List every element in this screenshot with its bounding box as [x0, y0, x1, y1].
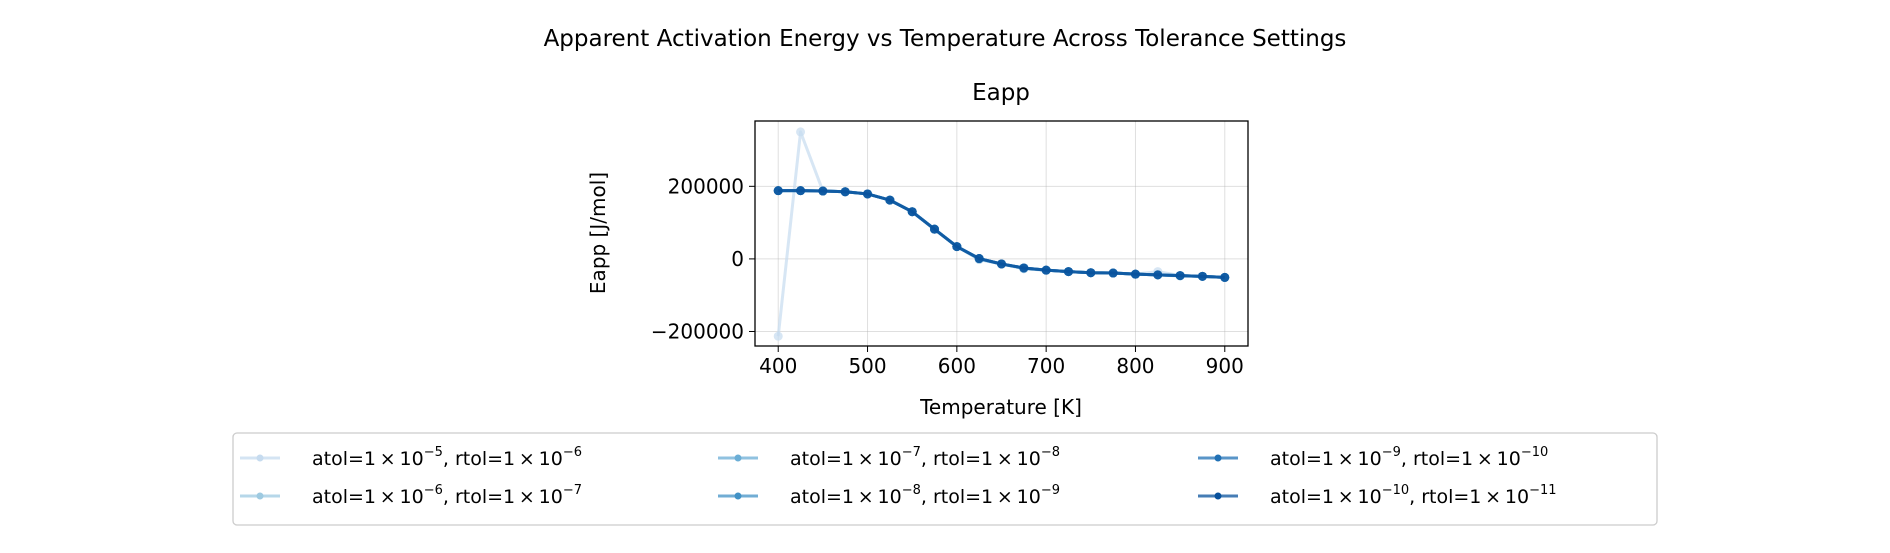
y-axis-label: Eapp [J/mol]: [586, 172, 610, 294]
legend-entry: atol=1 × 10−10, rtol=1 × 10−11: [1198, 483, 1557, 508]
legend-marker: [1214, 492, 1222, 500]
legend-marker: [256, 492, 264, 500]
axes-frame: [754, 120, 1249, 347]
legend-entry: atol=1 × 10−6, rtol=1 × 10−7: [240, 483, 582, 508]
x-tick-label: 800: [1116, 354, 1154, 378]
data-point: [885, 195, 895, 205]
legend-box: [232, 432, 1658, 526]
x-tick-label: 400: [759, 354, 797, 378]
data-point: [1153, 270, 1163, 280]
y-tick-label: −200000: [651, 319, 744, 343]
data-point: [1019, 263, 1029, 273]
data-point: [773, 186, 783, 196]
data-point: [1108, 268, 1118, 278]
legend-entry: atol=1 × 10−9, rtol=1 × 10−10: [1198, 445, 1548, 470]
data-point: [1086, 268, 1096, 278]
legend-marker: [734, 454, 742, 462]
x-tick-label: 700: [1027, 354, 1065, 378]
y-tick-label: 0: [731, 247, 744, 271]
legend-label: atol=1 × 10−5, rtol=1 × 10−6: [312, 445, 582, 470]
x-tick-label: 500: [848, 354, 886, 378]
x-axis-label: Temperature [K]: [919, 395, 1082, 419]
data-point: [1130, 269, 1140, 279]
legend-label: atol=1 × 10−10, rtol=1 × 10−11: [1270, 483, 1557, 508]
data-point: [773, 331, 783, 341]
legend-label: atol=1 × 10−6, rtol=1 × 10−7: [312, 483, 582, 508]
data-point: [1197, 271, 1207, 281]
legend-entry: atol=1 × 10−7, rtol=1 × 10−8: [718, 445, 1060, 470]
data-point: [1175, 271, 1185, 281]
x-tick-label: 900: [1206, 354, 1244, 378]
x-tick-label: 600: [938, 354, 976, 378]
data-point: [796, 186, 806, 196]
data-point: [952, 242, 962, 252]
legend-label: atol=1 × 10−8, rtol=1 × 10−9: [790, 483, 1060, 508]
legend-marker: [1214, 454, 1222, 462]
data-point: [907, 207, 917, 217]
legend-entry: atol=1 × 10−5, rtol=1 × 10−6: [240, 445, 582, 470]
data-point: [974, 254, 984, 264]
axes-title: Eapp: [972, 80, 1030, 106]
legend-marker: [256, 454, 264, 462]
legend-entry: atol=1 × 10−8, rtol=1 × 10−9: [718, 483, 1060, 508]
data-point: [840, 187, 850, 197]
y-tick-label: 200000: [668, 174, 744, 198]
legend-label: atol=1 × 10−7, rtol=1 × 10−8: [790, 445, 1060, 470]
data-point: [1063, 267, 1073, 277]
legend-marker: [734, 492, 742, 500]
data-point: [796, 127, 806, 137]
figure-title: Apparent Activation Energy vs Temperatur…: [544, 26, 1347, 52]
data-point: [1041, 265, 1051, 275]
series-line: [776, 130, 1225, 337]
legend-label: atol=1 × 10−9, rtol=1 × 10−10: [1270, 445, 1548, 470]
data-point: [818, 186, 828, 196]
data-point: [930, 224, 940, 234]
data-point: [997, 259, 1006, 269]
data-point: [1220, 272, 1230, 282]
data-point: [863, 189, 873, 199]
